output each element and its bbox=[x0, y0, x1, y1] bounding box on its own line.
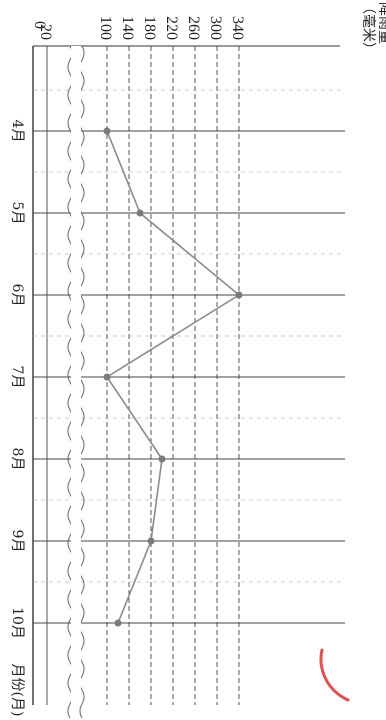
data-point-9月 bbox=[147, 537, 155, 545]
x-tick-label-10: 10月 bbox=[9, 607, 25, 639]
y-tick-label-140: 140 bbox=[119, 16, 136, 40]
red-pen-mark bbox=[319, 648, 350, 702]
x-tick-label-4: 4月 bbox=[9, 120, 25, 143]
data-points bbox=[103, 127, 243, 627]
y-tick-label-300: 300 bbox=[207, 16, 224, 40]
break-wave-2 bbox=[79, 45, 85, 719]
x-tick-label-7: 7月 bbox=[9, 366, 25, 389]
y-tick-label-0: 0 bbox=[31, 21, 48, 29]
series-segment-6 bbox=[117, 540, 152, 624]
y-tick-label-260: 260 bbox=[185, 16, 202, 40]
series-line bbox=[106, 130, 240, 624]
series-segment-5 bbox=[150, 458, 163, 542]
x-tick-label-8: 8月 bbox=[9, 448, 25, 471]
data-point-6月 bbox=[235, 291, 243, 299]
break-gap bbox=[71, 46, 81, 705]
y-tick-label-340: 340 bbox=[229, 16, 246, 40]
y-tick-label-180: 180 bbox=[141, 16, 158, 40]
y-axis-label-line2: （毫米） bbox=[360, 0, 377, 56]
axis-break bbox=[67, 45, 85, 719]
y-tick-label-100: 100 bbox=[97, 16, 114, 40]
series-segment-4 bbox=[106, 376, 163, 460]
y-axis-label-line1: 降雨量 bbox=[376, 2, 386, 44]
x-tick-label-9: 9月 bbox=[9, 530, 25, 553]
series-segment-2 bbox=[139, 212, 240, 296]
data-point-10月 bbox=[114, 619, 122, 627]
x-tick-label-6: 6月 bbox=[9, 284, 25, 307]
y-tick-label-220: 220 bbox=[163, 16, 180, 40]
labels: 020 100 140 180 220 260 300 340 4月 5月 6月 7月 8月 9月 10月月… bbox=[9, 0, 386, 716]
data-point-4月 bbox=[103, 127, 111, 135]
x-tick-label-5: 5月 bbox=[9, 202, 25, 225]
data-point-7月 bbox=[103, 373, 111, 381]
data-point-5月 bbox=[136, 209, 144, 217]
series-segment-3 bbox=[106, 294, 240, 378]
data-point-8月 bbox=[158, 455, 166, 463]
y-tick-label-20: 20 bbox=[37, 24, 54, 40]
break-wave-1 bbox=[67, 45, 73, 719]
x-axis-label: 月份(月) bbox=[9, 664, 25, 717]
series-segment-1 bbox=[106, 130, 141, 214]
